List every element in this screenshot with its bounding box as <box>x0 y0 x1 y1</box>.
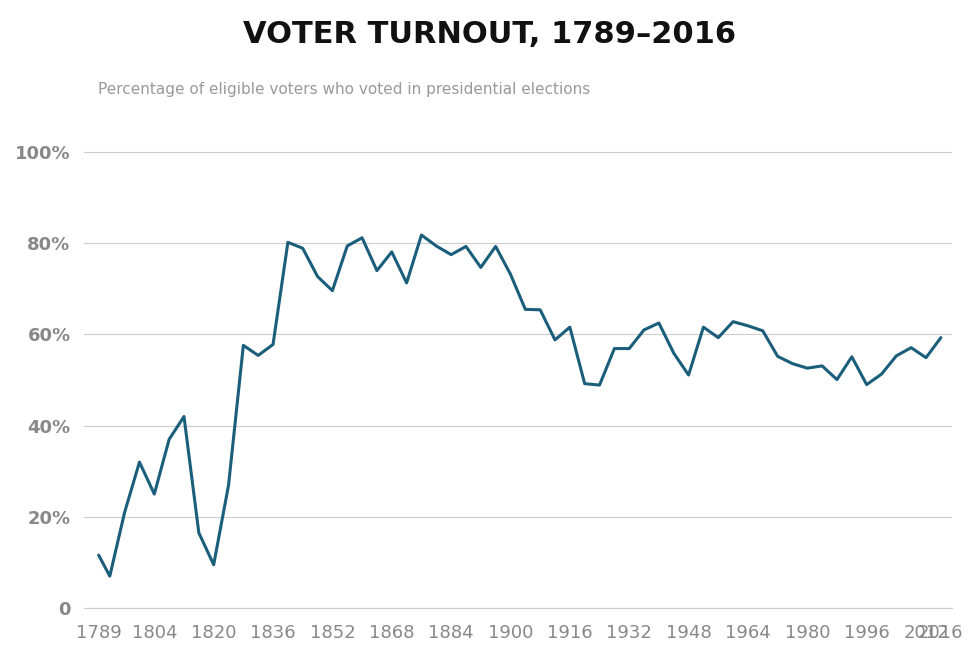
Text: Percentage of eligible voters who voted in presidential elections: Percentage of eligible voters who voted … <box>98 82 590 97</box>
Text: VOTER TURNOUT, 1789–2016: VOTER TURNOUT, 1789–2016 <box>243 20 737 49</box>
